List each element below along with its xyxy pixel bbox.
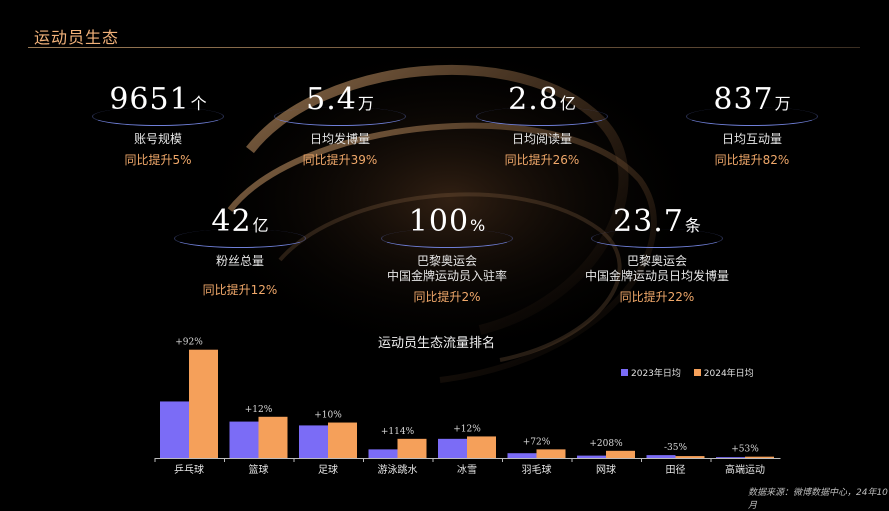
data-label: +114%: [381, 427, 415, 437]
data-label: +12%: [453, 424, 481, 434]
stat-label-line1: 巴黎奥运会: [626, 254, 687, 268]
bar-2023-0: [160, 401, 189, 458]
stat-label: 日均阅读量: [511, 132, 572, 146]
bar-chart: 乒乓球 +92% 篮球 +12% 足球 +10% 游泳跳水 +114% 冰雪 +12% 羽毛球 +72…: [154, 338, 781, 476]
bar-2024-7: [675, 456, 705, 458]
chart-legend: 2023年日均 2024年日均: [621, 366, 764, 379]
bar-2024-0: [189, 349, 218, 458]
x-tick-label: 足球: [318, 463, 338, 476]
stat-ring: [476, 107, 608, 126]
bar-2023-3: [368, 449, 398, 458]
chart-title: 运动员生态流量排名: [378, 336, 496, 351]
legend-label-2023: 2023年日均: [631, 369, 681, 379]
stat-daily-posts: 5.4万 日均发博量 同比提升39%: [260, 82, 420, 168]
data-label: +92%: [175, 338, 203, 348]
bar-2023-7: [646, 455, 676, 458]
stat-label: 粉丝总量: [215, 254, 264, 268]
bar-2024-6: [606, 450, 635, 458]
legend-swatch-2024: [693, 369, 701, 376]
stat-growth: 同比提升5%: [124, 153, 192, 167]
stat-growth: 同比提升26%: [504, 153, 580, 167]
bar-2024-3: [397, 438, 427, 458]
stat-ring: [381, 229, 513, 248]
data-label: +72%: [523, 437, 551, 447]
bar-2024-8: [745, 456, 774, 458]
stat-daily-reads: 2.8亿 日均阅读量 同比提升26%: [462, 82, 622, 168]
stat-label-line2: 中国金牌运动员日均发博量: [584, 269, 729, 283]
data-label: +10%: [314, 411, 342, 421]
stat-growth: 同比提升82%: [714, 153, 790, 167]
data-label: +12%: [245, 405, 273, 415]
legend-item-2023: 2023年日均: [621, 366, 681, 379]
stat-daily-interactions: 837万 日均互动量 同比提升82%: [672, 82, 832, 168]
bar-2024-5: [536, 449, 566, 458]
bar-2023-1: [229, 421, 259, 458]
stat-growth: 同比提升2%: [413, 290, 481, 304]
bar-2024-4: [467, 436, 496, 458]
legend-item-2024: 2024年日均: [693, 366, 754, 379]
x-tick-label: 高端运动: [725, 463, 765, 476]
data-source-note: 数据来源：微博数据中心，24年10月: [748, 488, 888, 511]
x-tick-label: 篮球: [249, 463, 269, 476]
stat-total-fans: 42亿 粉丝总量 同比提升12%: [160, 204, 320, 298]
bar-2023-5: [507, 453, 537, 458]
stat-growth: 同比提升12%: [202, 283, 278, 297]
stat-label: 日均发博量: [309, 132, 370, 146]
x-tick-label: 冰雪: [457, 463, 477, 476]
stat-gold-medalist-daily-posts: 23.7条 巴黎奥运会 中国金牌运动员日均发博量 同比提升22%: [572, 204, 742, 305]
x-tick-label: 田径: [666, 463, 686, 476]
stat-growth: 同比提升39%: [302, 153, 378, 167]
data-label: -35%: [664, 443, 687, 453]
stat-gold-medalist-join-rate: 100% 巴黎奥运会 中国金牌运动员入驻率 同比提升2%: [362, 204, 532, 305]
header-divider: [28, 47, 860, 48]
x-tick-label: 网球: [596, 463, 616, 476]
bar-2024-2: [328, 422, 357, 458]
x-tick-label: 游泳跳水: [378, 463, 418, 476]
bar-2023-8: [716, 457, 745, 458]
bar-2024-1: [258, 416, 288, 458]
x-tick-label: 羽毛球: [522, 463, 552, 476]
page-title: 运动员生态: [34, 28, 120, 47]
stat-label-line2: 中国金牌运动员入驻率: [386, 269, 507, 283]
stat-label: 巴黎奥运会 中国金牌运动员入驻率: [362, 254, 532, 284]
legend-swatch-2023: [621, 369, 628, 376]
stat-ring: [591, 229, 723, 248]
bar-2023-2: [299, 425, 328, 458]
stat-label-line1: 巴黎奥运会: [416, 254, 477, 268]
legend-label-2024: 2024年日均: [703, 369, 754, 379]
stat-account-scale: 9651个 账号规模 同比提升5%: [78, 82, 238, 168]
stat-ring: [274, 107, 406, 126]
stat-ring: [174, 229, 306, 248]
bar-2023-6: [577, 455, 606, 458]
data-label: +208%: [589, 439, 623, 449]
stat-label: 账号规模: [133, 132, 182, 146]
bar-2023-4: [438, 438, 467, 458]
data-label: +53%: [731, 445, 759, 455]
stat-growth: 同比提升22%: [619, 290, 695, 304]
stat-ring: [92, 107, 224, 126]
x-tick-label: 乒乓球: [174, 463, 204, 476]
stat-label: 巴黎奥运会 中国金牌运动员日均发博量: [572, 254, 742, 284]
stat-ring: [686, 107, 818, 126]
stat-label: 日均互动量: [721, 132, 782, 146]
